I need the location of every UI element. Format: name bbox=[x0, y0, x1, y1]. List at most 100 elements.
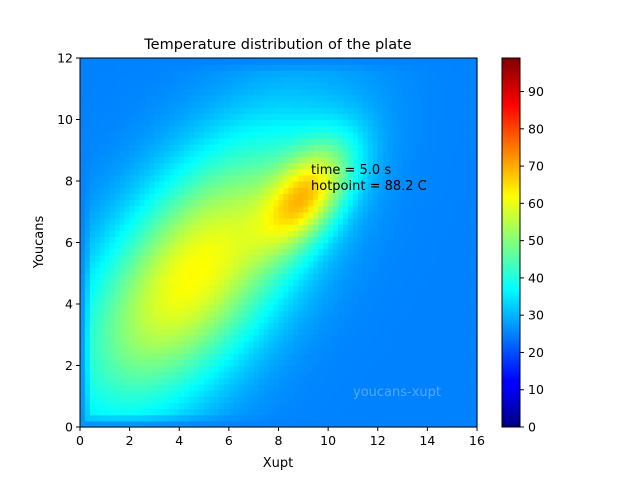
heatmap-cell bbox=[283, 291, 290, 299]
heatmap-cell bbox=[144, 242, 151, 250]
heatmap-cell bbox=[248, 390, 255, 397]
heatmap-cell bbox=[223, 297, 230, 305]
heatmap-cell bbox=[80, 371, 86, 379]
heatmap-cell bbox=[422, 156, 428, 164]
heatmap-cell bbox=[357, 377, 364, 385]
heatmap-cell bbox=[268, 248, 275, 256]
heatmap-cell bbox=[109, 144, 116, 151]
heatmap-cell bbox=[238, 334, 245, 342]
heatmap-cell bbox=[80, 64, 86, 71]
heatmap-cell bbox=[437, 267, 443, 274]
heatmap-cell bbox=[382, 162, 389, 170]
heatmap-cell bbox=[223, 211, 230, 219]
heatmap-cell bbox=[347, 408, 354, 416]
heatmap-cell bbox=[218, 371, 225, 379]
heatmap-cell bbox=[462, 199, 468, 207]
heatmap-cell bbox=[89, 64, 96, 71]
heatmap-cell bbox=[417, 408, 424, 416]
heatmap-cell bbox=[343, 217, 349, 225]
heatmap-cell bbox=[357, 371, 364, 379]
heatmap-cell bbox=[412, 396, 419, 403]
heatmap-cell bbox=[213, 304, 220, 311]
heatmap-cell bbox=[218, 279, 225, 287]
heatmap-cell bbox=[367, 58, 374, 65]
heatmap-cell bbox=[179, 76, 185, 84]
heatmap-cell bbox=[293, 230, 299, 237]
heatmap-cell bbox=[343, 242, 349, 250]
heatmap-cell bbox=[298, 70, 304, 78]
heatmap-cell bbox=[278, 254, 285, 262]
heatmap-cell bbox=[89, 408, 96, 416]
heatmap-cell bbox=[318, 390, 324, 397]
heatmap-cell bbox=[352, 359, 359, 367]
heatmap-cell bbox=[253, 254, 260, 262]
heatmap-cell bbox=[303, 310, 309, 317]
heatmap-cell bbox=[209, 420, 215, 428]
heatmap-cell bbox=[357, 119, 364, 127]
heatmap-cell bbox=[159, 347, 165, 354]
heatmap-cell bbox=[347, 150, 354, 157]
heatmap-cell bbox=[89, 168, 96, 176]
heatmap-cell bbox=[209, 199, 215, 207]
heatmap-cell bbox=[164, 119, 170, 127]
heatmap-cell bbox=[94, 150, 101, 157]
heatmap-cell bbox=[223, 279, 230, 287]
heatmap-cell bbox=[323, 187, 329, 194]
heatmap-cell bbox=[119, 353, 126, 360]
heatmap-cell bbox=[139, 82, 146, 90]
heatmap-cell bbox=[432, 119, 438, 127]
heatmap-cell bbox=[457, 150, 463, 157]
heatmap-cell bbox=[209, 371, 215, 379]
heatmap-cell bbox=[343, 402, 349, 410]
heatmap-cell bbox=[159, 390, 165, 397]
heatmap-cell bbox=[318, 144, 324, 151]
heatmap-cell bbox=[99, 310, 106, 317]
heatmap-cell bbox=[149, 131, 156, 139]
heatmap-cell bbox=[328, 187, 334, 194]
heatmap-cell bbox=[84, 267, 91, 274]
heatmap-cell bbox=[164, 242, 170, 250]
heatmap-cell bbox=[89, 340, 96, 348]
heatmap-cell bbox=[278, 58, 285, 65]
heatmap-cell bbox=[144, 408, 151, 416]
heatmap-cell bbox=[432, 88, 438, 96]
heatmap-cell bbox=[99, 377, 106, 385]
heatmap-cell bbox=[352, 181, 359, 188]
heatmap-cell bbox=[84, 107, 91, 114]
heatmap-cell bbox=[174, 414, 180, 422]
heatmap-cell bbox=[283, 273, 290, 280]
heatmap-cell bbox=[432, 113, 438, 121]
heatmap-cell bbox=[184, 279, 190, 287]
heatmap-cell bbox=[362, 150, 369, 157]
heatmap-cell bbox=[447, 150, 453, 157]
heatmap-cell bbox=[258, 205, 265, 213]
heatmap-cell bbox=[308, 70, 314, 78]
heatmap-cell bbox=[248, 316, 255, 324]
heatmap-cell bbox=[347, 230, 354, 237]
heatmap-cell bbox=[387, 365, 394, 373]
heatmap-cell bbox=[189, 113, 195, 121]
heatmap-cell bbox=[84, 224, 91, 231]
heatmap-cell bbox=[422, 267, 428, 274]
heatmap-cell bbox=[278, 383, 285, 391]
heatmap-cell bbox=[472, 414, 478, 422]
heatmap-cell bbox=[213, 137, 220, 145]
heatmap-cell bbox=[114, 174, 121, 182]
heatmap-cell bbox=[367, 365, 374, 373]
heatmap-cell bbox=[228, 107, 235, 114]
heatmap-cell bbox=[372, 377, 379, 385]
heatmap-cell bbox=[288, 260, 294, 268]
heatmap-cell bbox=[209, 88, 215, 96]
heatmap-cell bbox=[407, 279, 414, 287]
heatmap-cell bbox=[298, 82, 304, 90]
heatmap-cell bbox=[174, 187, 180, 194]
heatmap-cell bbox=[338, 248, 344, 256]
heatmap-cell bbox=[248, 150, 255, 157]
heatmap-cell bbox=[323, 334, 329, 342]
heatmap-cell bbox=[154, 365, 160, 373]
heatmap-cell bbox=[228, 82, 235, 90]
heatmap-cell bbox=[204, 156, 210, 164]
heatmap-cell bbox=[273, 88, 280, 96]
heatmap-cell bbox=[347, 119, 354, 127]
heatmap-cell bbox=[189, 279, 195, 287]
